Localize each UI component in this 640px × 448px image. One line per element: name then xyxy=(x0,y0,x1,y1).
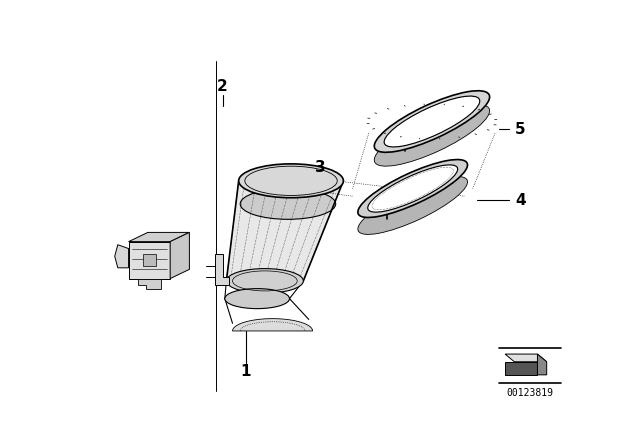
Text: 5: 5 xyxy=(515,122,525,137)
Polygon shape xyxy=(215,254,228,285)
Text: 00123819: 00123819 xyxy=(506,388,553,397)
Polygon shape xyxy=(538,354,547,375)
Ellipse shape xyxy=(227,269,303,293)
Polygon shape xyxy=(138,279,161,289)
Ellipse shape xyxy=(239,164,344,198)
Ellipse shape xyxy=(384,96,480,147)
Ellipse shape xyxy=(374,91,490,152)
Text: 2: 2 xyxy=(217,78,228,94)
Polygon shape xyxy=(170,233,189,279)
Text: 4: 4 xyxy=(515,193,525,207)
Polygon shape xyxy=(129,241,170,279)
Text: 1: 1 xyxy=(241,363,251,379)
Polygon shape xyxy=(143,254,156,266)
Polygon shape xyxy=(505,354,547,362)
Polygon shape xyxy=(227,181,344,281)
Ellipse shape xyxy=(358,159,468,217)
Polygon shape xyxy=(232,319,312,331)
Ellipse shape xyxy=(225,289,289,309)
Ellipse shape xyxy=(368,165,458,212)
Ellipse shape xyxy=(240,189,336,220)
Polygon shape xyxy=(115,245,129,268)
Polygon shape xyxy=(129,233,189,241)
Ellipse shape xyxy=(358,177,468,234)
Text: 3: 3 xyxy=(315,160,326,175)
Polygon shape xyxy=(505,362,538,375)
Ellipse shape xyxy=(374,104,490,166)
